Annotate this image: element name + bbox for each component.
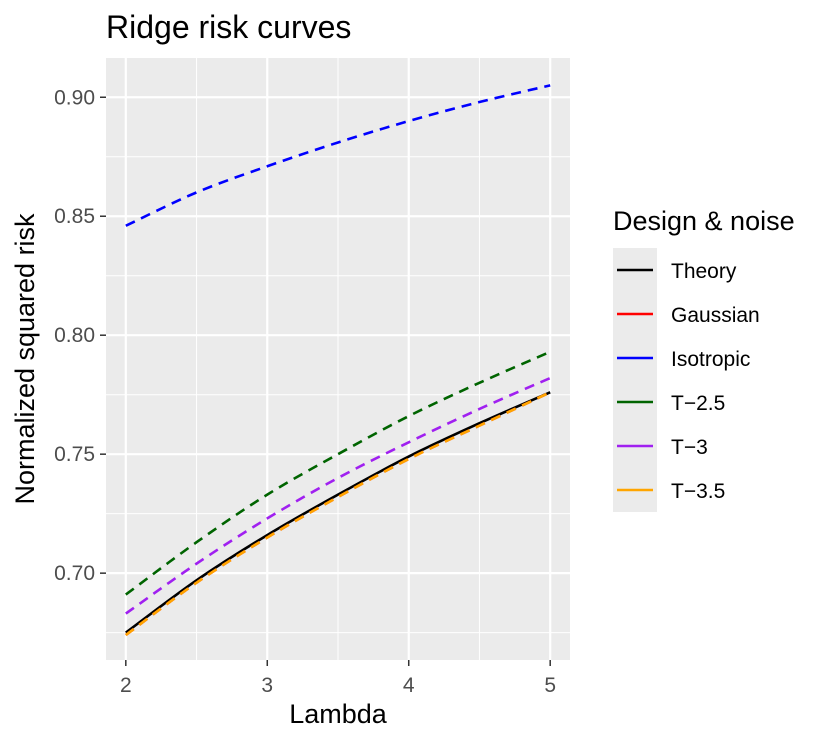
series-line-t-2-5 (125, 350, 551, 596)
legend-label-theory: Theory (671, 260, 737, 283)
chart-title: Ridge risk curves (106, 9, 351, 45)
x-tick-label: 3 (261, 674, 273, 697)
y-tick-label: 0.80 (54, 324, 95, 347)
major-gridlines (106, 58, 570, 660)
series-line-t-3 (125, 376, 551, 615)
legend-title: Design & noise (613, 206, 795, 236)
legend: Design & noise Theory Gaussian Isotropic T−… (613, 206, 795, 512)
y-tick-label: 0.70 (54, 562, 95, 585)
x-tick-label: 5 (544, 674, 556, 697)
legend-label-t-3: T−3 (671, 436, 708, 459)
legend-label-isotropic: Isotropic (671, 348, 750, 371)
y-axis-title: Normalized squared risk (10, 213, 40, 505)
y-tick-label: 0.90 (54, 86, 95, 109)
x-tick-label: 2 (120, 674, 132, 697)
legend-key-background (613, 248, 657, 512)
series-line-isotropic (125, 84, 551, 227)
minor-gridlines (106, 58, 570, 660)
legend-label-gaussian: Gaussian (671, 304, 760, 327)
legend-label-t-2-5: T−2.5 (671, 392, 725, 415)
axes: 2 3 4 5 0.70 0.75 0.80 0.85 0.90 (54, 86, 556, 697)
y-tick-label: 0.85 (54, 205, 95, 228)
x-tick-label: 4 (403, 674, 415, 697)
series-line-theory (125, 391, 551, 634)
series-lines (125, 84, 551, 637)
x-axis-title: Lambda (289, 699, 388, 729)
series-line-t-3-5 (125, 391, 551, 637)
legend-label-t-3-5: T−3.5 (671, 480, 725, 503)
y-tick-label: 0.75 (54, 443, 95, 466)
